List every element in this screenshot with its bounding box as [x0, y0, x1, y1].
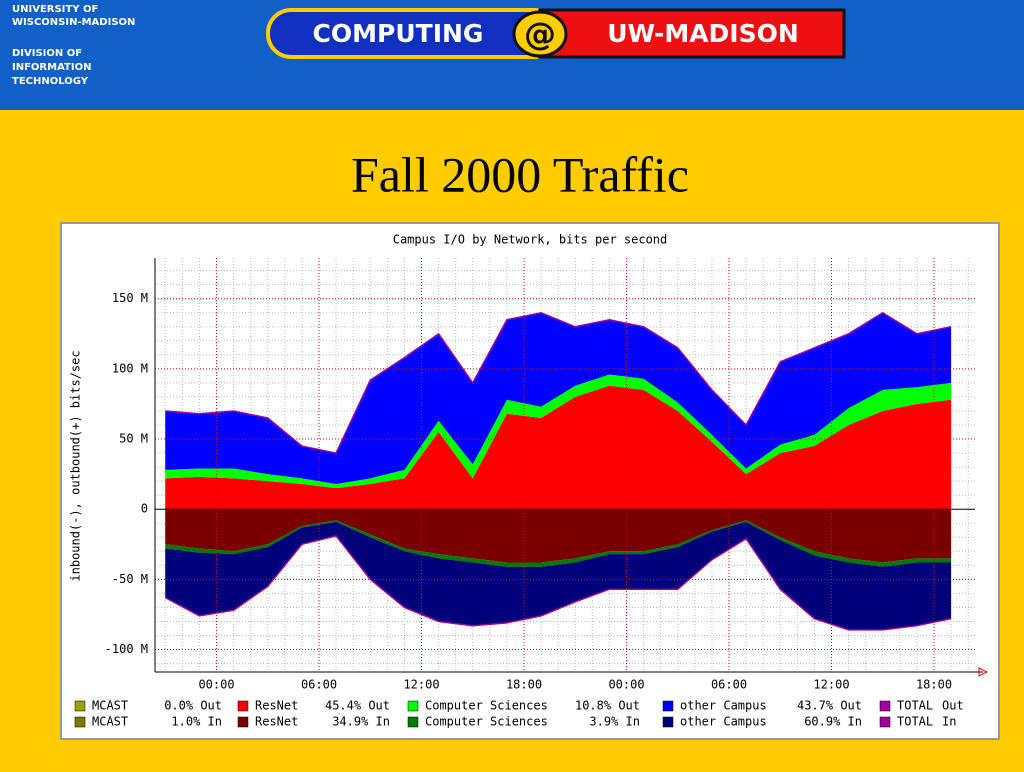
legend-stat: 0.0% Out — [164, 699, 222, 713]
y-axis-label: inbound(-), outbound(+) bits/sec — [69, 350, 83, 581]
legend-swatch — [237, 700, 249, 712]
y-tick-label: 50 M — [119, 432, 148, 446]
area — [165, 312, 952, 484]
x-tick-label: 12:00 — [403, 678, 439, 692]
chart-title: Campus I/O by Network, bits per second — [393, 233, 668, 247]
y-tick-label: 150 M — [112, 291, 148, 305]
x-tick-label: 12:00 — [813, 678, 849, 692]
y-tick-label: -50 M — [112, 572, 148, 586]
x-tick-label: 06:00 — [711, 678, 747, 692]
x-tick-label: 18:00 — [916, 678, 952, 692]
legend-stat: 10.8% Out — [575, 699, 640, 713]
legend-swatch — [662, 716, 674, 728]
x-tick-label: 00:00 — [608, 678, 644, 692]
legend-stat: 43.7% Out — [797, 699, 862, 713]
legend-stat: 1.0% In — [171, 715, 222, 729]
legend-stat: 45.4% Out — [325, 699, 390, 713]
org-line: INFORMATION — [12, 62, 91, 73]
legend-stat: In — [942, 715, 956, 729]
y-tick-label: 0 — [141, 502, 148, 516]
logo-right — [538, 8, 846, 59]
x-tick-label: 06:00 — [301, 678, 337, 692]
legend-swatch — [74, 700, 86, 712]
legend-name: ResNet — [255, 699, 298, 713]
logo-at: @ — [524, 15, 556, 53]
legend-swatch — [879, 716, 891, 728]
org-line: WISCONSIN-MADISON — [12, 17, 135, 28]
logo: COMPUTING @ UW-MADISON — [266, 8, 846, 59]
y-tick-label: 100 M — [112, 361, 148, 375]
legend-stat: Out — [942, 699, 964, 713]
logo-text: COMPUTING — [313, 19, 484, 48]
legend-stat: 34.9% In — [332, 715, 390, 729]
x-tick-label: 18:00 — [506, 678, 542, 692]
legend-swatch — [407, 700, 419, 712]
axis-arrow — [978, 667, 989, 677]
legend-name: Computer Sciences — [425, 699, 548, 713]
legend-swatch — [237, 716, 249, 728]
area — [165, 374, 952, 489]
legend-name: ResNet — [255, 715, 298, 729]
logo-text: UW-MADISON — [607, 19, 799, 48]
legend-swatch — [407, 716, 419, 728]
area — [165, 520, 952, 567]
logo-circle — [512, 10, 568, 58]
legend-swatch — [74, 716, 86, 728]
legend-name: MCAST — [92, 699, 128, 713]
y-tick-label: -100 M — [105, 642, 148, 656]
x-tick-label: 00:00 — [198, 678, 234, 692]
org-line: UNIVERSITY OF — [12, 4, 98, 15]
legend-name: other Campus — [680, 699, 767, 713]
legend-name: MCAST — [92, 715, 128, 729]
legend-swatch — [879, 700, 891, 712]
legend-stat: 3.9% In — [589, 715, 640, 729]
org-line: DIVISION OF — [12, 48, 82, 59]
slide-title: Fall 2000 Traffic — [351, 146, 689, 202]
legend-name: Computer Sciences — [425, 715, 548, 729]
area — [165, 385, 952, 510]
legend-swatch — [662, 700, 674, 712]
total-line — [164, 535, 952, 631]
org-line: TECHNOLOGY — [12, 76, 89, 87]
area — [165, 521, 952, 630]
legend-name: other Campus — [680, 715, 767, 729]
legend-stat: 60.9% In — [804, 715, 862, 729]
total-line — [165, 311, 952, 454]
area — [165, 509, 952, 563]
legend-name: TOTAL — [897, 699, 933, 713]
legend-name: TOTAL — [897, 715, 933, 729]
